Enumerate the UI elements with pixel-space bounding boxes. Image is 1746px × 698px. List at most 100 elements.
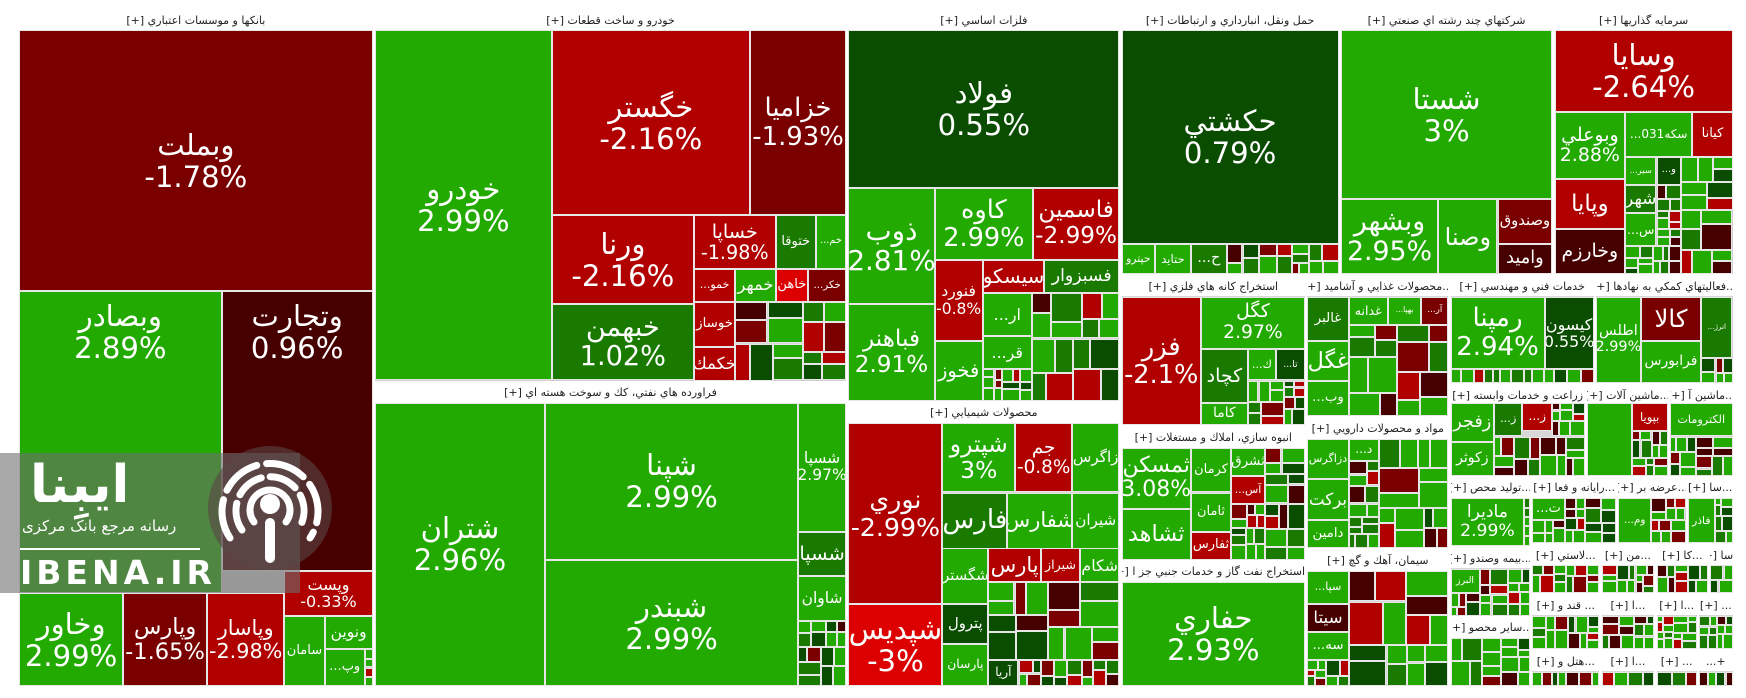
stock-tile[interactable]: [803, 302, 824, 322]
stock-tile[interactable]: ...وب: [1307, 380, 1349, 417]
stock-tile[interactable]: فارس: [942, 492, 1008, 549]
stock-tile[interactable]: [1001, 389, 1020, 401]
stock-tile[interactable]: [1450, 606, 1457, 616]
stock-tile[interactable]: ثفارس: [1190, 531, 1232, 560]
stock-tile[interactable]: [1532, 533, 1546, 543]
stock-tile[interactable]: [1671, 520, 1686, 531]
stock-tile[interactable]: [1712, 249, 1733, 261]
sector-header[interactable]: ...توليد محص [+]: [1450, 477, 1530, 498]
stock-tile[interactable]: [1102, 293, 1120, 320]
stock-tile[interactable]: [1490, 584, 1508, 595]
stock-tile[interactable]: [1264, 485, 1288, 504]
stock-tile[interactable]: [1626, 580, 1636, 594]
stock-tile[interactable]: [1041, 660, 1054, 677]
stock-tile[interactable]: [1374, 570, 1407, 602]
stock-tile[interactable]: [1492, 369, 1500, 383]
stock-tile[interactable]: [1646, 465, 1654, 476]
stock-tile[interactable]: [1242, 257, 1260, 275]
stock-tile[interactable]: [1566, 575, 1574, 594]
stock-tile[interactable]: [1601, 575, 1618, 582]
stock-tile[interactable]: ثشرق: [1231, 447, 1265, 476]
stock-tile[interactable]: [1524, 508, 1530, 518]
stock-tile[interactable]: [1450, 638, 1462, 662]
stock-tile[interactable]: [1231, 528, 1247, 535]
stock-tile[interactable]: [1264, 503, 1280, 516]
stock-tile[interactable]: [1031, 338, 1056, 374]
stock-tile[interactable]: [1508, 603, 1520, 616]
stock-tile[interactable]: [1663, 638, 1674, 650]
stock-tile[interactable]: [1656, 615, 1663, 623]
stock-tile[interactable]: وبملت -1.78%: [19, 30, 373, 291]
stock-tile[interactable]: [1695, 456, 1712, 469]
stock-tile[interactable]: [1556, 454, 1566, 476]
stock-tile[interactable]: [1659, 430, 1668, 445]
stock-tile[interactable]: [1048, 610, 1081, 627]
stock-tile[interactable]: [1673, 623, 1689, 633]
stock-tile[interactable]: [1081, 660, 1094, 677]
stock-tile[interactable]: بركت: [1307, 479, 1349, 521]
stock-tile[interactable]: [1572, 457, 1585, 476]
stock-tile[interactable]: [1026, 582, 1049, 615]
stock-tile[interactable]: [1723, 565, 1733, 580]
stock-tile[interactable]: [1519, 603, 1530, 616]
stock-tile[interactable]: [1269, 380, 1284, 391]
stock-tile[interactable]: [1481, 675, 1501, 687]
stock-tile[interactable]: [1715, 671, 1726, 687]
stock-tile[interactable]: [1575, 615, 1588, 633]
stock-tile[interactable]: [1231, 503, 1247, 519]
sector-header[interactable]: ... [+]: [1699, 595, 1733, 616]
stock-tile[interactable]: فاذر: [1687, 498, 1715, 543]
stock-tile[interactable]: [1681, 228, 1701, 250]
stock-tile[interactable]: [1681, 182, 1707, 195]
stock-tile[interactable]: خساپا -1.98%: [693, 214, 776, 269]
stock-tile[interactable]: [1264, 474, 1288, 486]
stock-tile[interactable]: [1620, 634, 1634, 650]
stock-tile[interactable]: [1674, 565, 1689, 572]
stock-tile[interactable]: [1532, 575, 1541, 594]
stock-tile[interactable]: ...سه: [1307, 632, 1349, 661]
stock-tile[interactable]: [1020, 381, 1032, 390]
stock-tile[interactable]: [1572, 402, 1585, 414]
stock-tile[interactable]: [1714, 515, 1723, 531]
stock-tile[interactable]: [1483, 369, 1493, 383]
stock-tile[interactable]: [1281, 462, 1306, 475]
stock-tile[interactable]: فزر -2.1%: [1121, 296, 1201, 426]
stock-tile[interactable]: [1601, 615, 1619, 624]
stock-tile[interactable]: [1231, 519, 1247, 529]
stock-tile[interactable]: [1653, 457, 1668, 466]
stock-tile[interactable]: ...ت: [1532, 498, 1565, 521]
stock-tile[interactable]: ...آر: [1421, 296, 1449, 325]
stock-tile[interactable]: [1669, 436, 1677, 452]
stock-tile[interactable]: [1600, 498, 1617, 510]
stock-tile[interactable]: [1669, 198, 1682, 212]
stock-tile[interactable]: [1584, 507, 1601, 524]
stock-tile[interactable]: [1090, 338, 1120, 369]
stock-tile[interactable]: [1638, 264, 1653, 275]
stock-tile[interactable]: [1723, 634, 1733, 650]
stock-tile[interactable]: [1264, 447, 1282, 464]
stock-tile[interactable]: ...ح: [1190, 244, 1227, 275]
stock-tile[interactable]: [1424, 645, 1449, 662]
stock-tile[interactable]: [1261, 402, 1284, 416]
stock-tile[interactable]: ورنا -2.16%: [551, 214, 694, 305]
stock-tile[interactable]: كاما: [1200, 402, 1248, 426]
stock-tile[interactable]: [1291, 408, 1305, 426]
stock-tile[interactable]: [1532, 520, 1546, 534]
stock-tile[interactable]: [1255, 503, 1265, 516]
sector-header[interactable]: ...ا [+]: [1601, 651, 1655, 672]
stock-tile[interactable]: [1631, 430, 1640, 441]
stock-tile[interactable]: [1713, 436, 1733, 448]
stock-tile[interactable]: [1367, 470, 1379, 486]
sector-header[interactable]: ...ماشين آلات [+]: [1587, 385, 1668, 406]
sector-header[interactable]: ...هتل و [+]: [1532, 651, 1600, 672]
stock-tile[interactable]: [1367, 461, 1379, 471]
stock-tile[interactable]: [1264, 528, 1288, 547]
stock-tile[interactable]: [1091, 626, 1120, 642]
stock-tile[interactable]: [1308, 244, 1322, 262]
sector-header[interactable]: مواد و محصولات دارويي [+]: [1307, 418, 1449, 439]
stock-tile[interactable]: [1532, 628, 1546, 637]
sector-header[interactable]: سرمايه گذاريها [+]: [1554, 10, 1733, 31]
stock-tile[interactable]: [1579, 671, 1592, 687]
stock-tile[interactable]: [1676, 436, 1687, 452]
stock-tile[interactable]: [1093, 660, 1106, 670]
